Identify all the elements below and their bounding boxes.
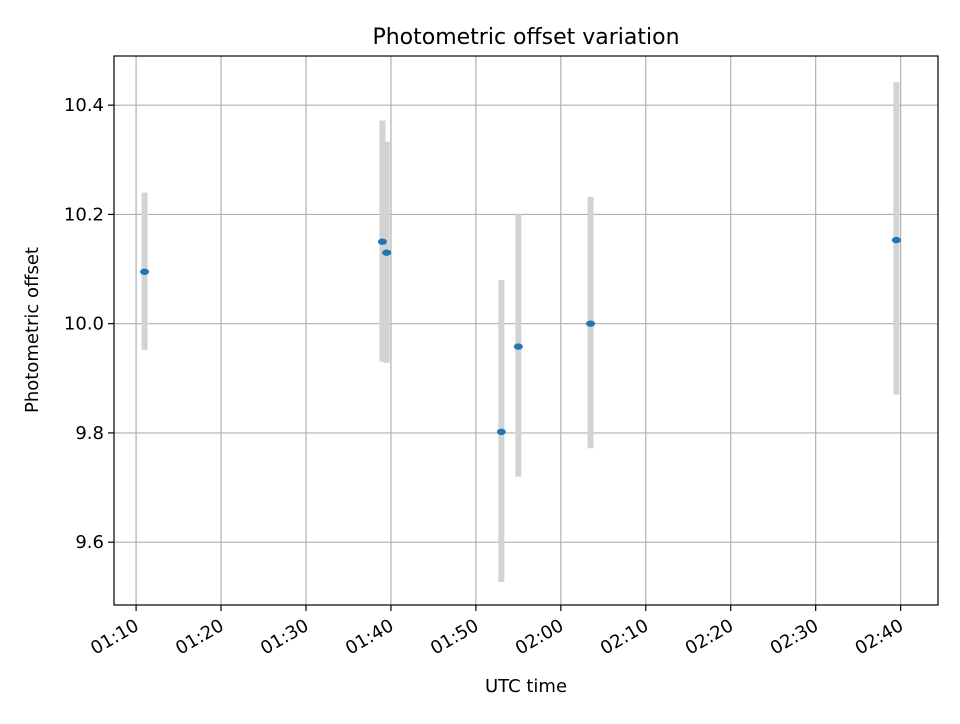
chart-title: Photometric offset variation [372,25,679,50]
data-point [891,236,901,244]
y-tick-label: 9.6 [75,532,104,553]
data-point [377,238,387,245]
grid [114,56,938,605]
y-axis-label: Photometric offset [22,247,43,413]
data-points [140,236,901,436]
y-tick-label: 10.0 [64,314,104,335]
y-tick-label: 9.8 [75,423,104,444]
data-point [586,320,596,327]
data-point [496,428,506,436]
plot-area-frame [113,55,939,606]
y-tick-label: 10.2 [64,204,104,225]
x-axis-label: UTC time [485,676,567,697]
y-tick-label: 10.4 [64,95,104,116]
data-point [513,343,523,350]
data-point [382,249,392,256]
data-point [140,268,150,275]
